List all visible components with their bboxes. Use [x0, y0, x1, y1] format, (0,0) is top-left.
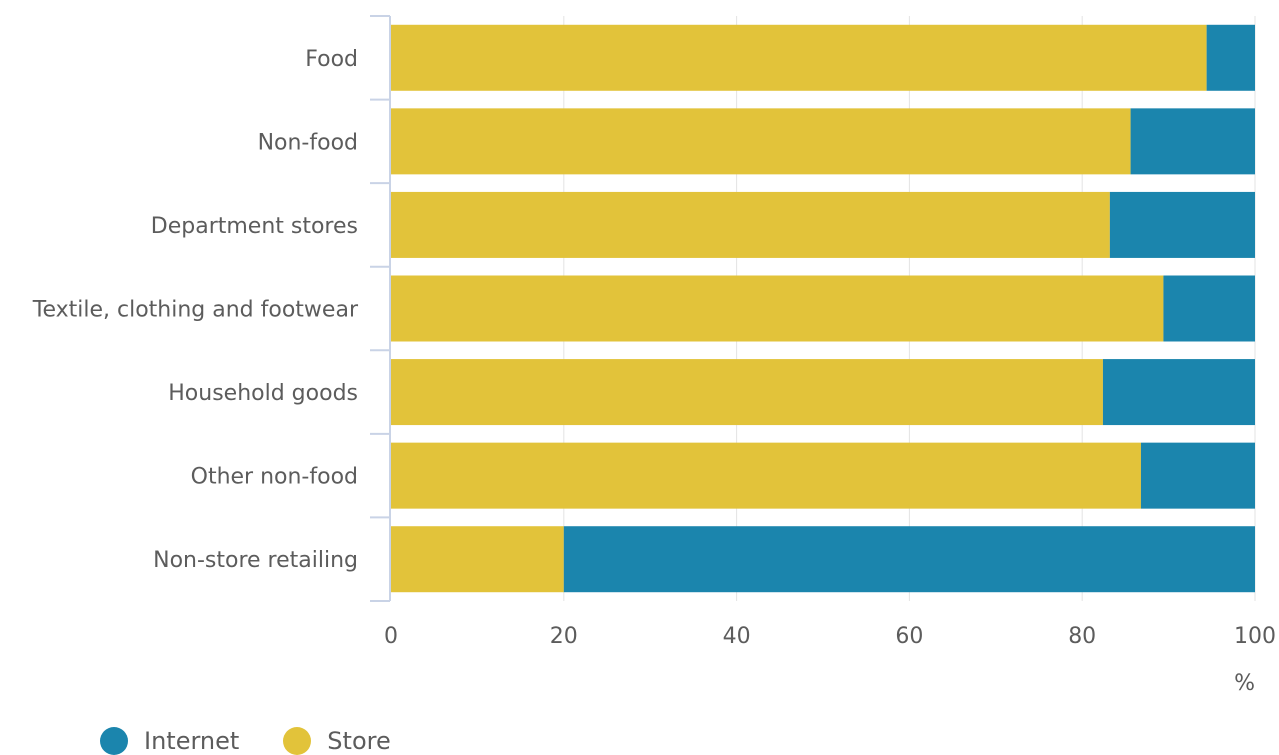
- bar-store-household-goods[interactable]: [391, 359, 1103, 426]
- bar-internet-non-food[interactable]: [1130, 108, 1255, 175]
- bar-internet-other-non-food[interactable]: [1140, 442, 1255, 509]
- x-unit-label: %: [1234, 671, 1255, 696]
- bar-store-non-store-retailing[interactable]: [391, 526, 564, 593]
- bar-store-department-stores[interactable]: [391, 191, 1110, 258]
- legend-label-store: Store: [327, 727, 391, 755]
- category-label-other-non-food: Other non-food: [191, 465, 358, 490]
- x-tick-label-20: 20: [550, 624, 578, 649]
- category-axis: [370, 15, 391, 602]
- category-labels: Food Non-food Department stores Textile, cl…: [32, 47, 359, 573]
- x-tick-label-60: 60: [895, 624, 923, 649]
- bar-internet-textile-clothing-and-footwear[interactable]: [1163, 275, 1255, 342]
- legend-swatch-store: [283, 727, 312, 755]
- category-label-non-food: Non-food: [258, 130, 358, 155]
- category-label-non-store-retailing: Non-store retailing: [153, 548, 358, 573]
- x-tick-labels: 0 20 40 60 80 100: [384, 624, 1276, 649]
- bar-internet-department-stores[interactable]: [1109, 191, 1255, 258]
- legend-item-internet[interactable]: Internet: [100, 727, 239, 755]
- bar-internet-household-goods[interactable]: [1102, 359, 1255, 426]
- category-label-household-goods: Household goods: [168, 381, 358, 406]
- category-label-food: Food: [305, 47, 358, 72]
- bar-internet-non-store-retailing[interactable]: [563, 526, 1255, 593]
- bar-store-other-non-food[interactable]: [391, 442, 1141, 509]
- category-label-textile-clothing-and-footwear: Textile, clothing and footwear: [32, 298, 359, 323]
- bar-store-food[interactable]: [391, 24, 1207, 91]
- x-tick-label-80: 80: [1068, 624, 1096, 649]
- x-tick-label-0: 0: [384, 624, 398, 649]
- x-tick-label-40: 40: [723, 624, 751, 649]
- bar-internet-food[interactable]: [1206, 24, 1255, 91]
- bar-store-non-food[interactable]: [391, 108, 1131, 175]
- legend-label-internet: Internet: [144, 727, 240, 755]
- bars: [391, 24, 1255, 593]
- x-tick-label-100: 100: [1234, 624, 1276, 649]
- legend-swatch-internet: [100, 727, 128, 755]
- bar-store-textile-clothing-and-footwear[interactable]: [391, 275, 1164, 342]
- legend-item-store[interactable]: Store: [283, 727, 391, 755]
- legend: Internet Store: [100, 727, 435, 755]
- category-label-department-stores: Department stores: [151, 214, 358, 239]
- stacked-bar-chart: Food Non-food Department stores Textile, cl…: [32, 15, 1276, 696]
